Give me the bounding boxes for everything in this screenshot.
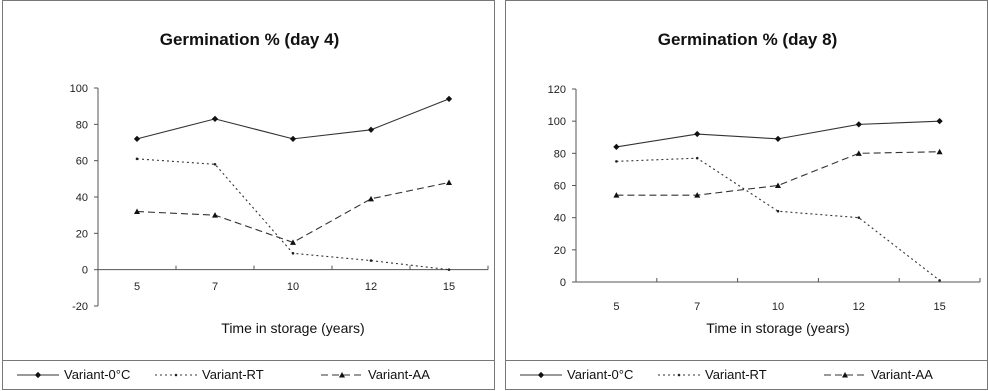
legend-marker [339, 372, 345, 378]
data-point [694, 130, 701, 138]
data-point [936, 118, 943, 125]
series-line-variant-rt [616, 157, 940, 281]
x-tick-label: 12 [853, 301, 865, 313]
legend-box-day8 [506, 360, 987, 389]
x-tick-label: 15 [933, 301, 945, 313]
y-tick-label: -20 [72, 301, 88, 313]
data-point [367, 126, 375, 133]
chart-title: Germination % (day 4) [160, 30, 339, 49]
data-point [694, 192, 701, 198]
y-tick-label: 80 [554, 148, 566, 160]
y-tick-label: 0 [82, 265, 88, 277]
data-point [447, 268, 451, 271]
series-line-variant-0-c [136, 98, 450, 140]
x-axis-label: Time in storage (years) [706, 320, 849, 336]
data-point [613, 143, 620, 151]
data-point [775, 182, 781, 188]
data-point [936, 148, 943, 155]
data-point [938, 279, 941, 282]
y-tick-label: 40 [76, 192, 88, 204]
legend-marker [677, 373, 681, 377]
data-point [289, 135, 297, 142]
x-tick-label: 7 [212, 281, 218, 293]
x-tick-label: 12 [365, 281, 377, 293]
data-point [446, 179, 452, 185]
chart-day4: Germination % (day 4) 100 80 60 40 20 0 -20 5 7 10… [17, 30, 489, 382]
data-point [290, 239, 296, 245]
y-tick-label: 120 [548, 84, 566, 96]
data-point [445, 95, 453, 103]
y-tick-label: 20 [554, 245, 566, 257]
series-line-variant-aa [136, 181, 450, 244]
data-point [134, 208, 140, 215]
chart-day8: Germination % (day 8) 120 100 80 60 40 20 0 5 7 10… [520, 30, 981, 382]
data-point [212, 212, 218, 218]
x-tick-label: 10 [287, 281, 299, 293]
x-tick-label: 10 [772, 301, 784, 313]
legend-label: Variant-RT [202, 367, 264, 382]
x-tick-label: 15 [443, 281, 455, 293]
legend-label: Variant-RT [705, 367, 767, 382]
data-point [213, 163, 217, 166]
y-tick-label: 20 [76, 228, 88, 240]
legend-label: Variant-AA [368, 367, 430, 382]
x-axis-label: Time in storage (years) [221, 320, 364, 336]
x-tick-label: 7 [694, 301, 700, 313]
data-point [369, 259, 373, 262]
legend-label: Variant-0°C [64, 367, 130, 382]
data-point [615, 160, 618, 163]
y-tick-label: 80 [76, 119, 88, 131]
y-tick-label: 40 [554, 213, 566, 225]
x-tick-label: 5 [134, 281, 140, 293]
data-point [133, 135, 141, 142]
chart-panel-day8: Germination % (day 8) 120 100 80 60 40 20 0 5 7 10… [505, 0, 988, 390]
data-point [613, 192, 620, 198]
series-line-variant-0-c [616, 120, 940, 148]
series-line-variant-aa [616, 151, 940, 196]
legend-box-day4 [3, 360, 494, 389]
x-tick-label: 5 [613, 301, 619, 313]
legend-label: Variant-0°C [567, 367, 633, 382]
data-point [291, 252, 295, 255]
data-point [855, 121, 862, 128]
y-tick-label: 100 [70, 83, 88, 95]
legend-label: Variant-AA [871, 367, 933, 382]
data-point [211, 115, 219, 122]
y-tick-label: 0 [560, 277, 566, 289]
data-point [135, 157, 139, 161]
data-point [368, 195, 374, 202]
y-tick-label: 60 [554, 181, 566, 193]
chart-panel-day4: Germination % (day 4) 100 80 60 40 20 0 -20 5 7 10… [2, 0, 495, 390]
legend-marker [174, 373, 178, 377]
chart-title: Germination % (day 8) [658, 30, 837, 49]
data-point [857, 216, 861, 219]
y-tick-label: 100 [548, 116, 566, 128]
y-tick-label: 60 [76, 156, 88, 168]
data-point [774, 135, 782, 142]
data-point [776, 209, 780, 213]
data-point [855, 150, 862, 156]
legend-marker [842, 372, 848, 378]
data-point [695, 156, 699, 160]
